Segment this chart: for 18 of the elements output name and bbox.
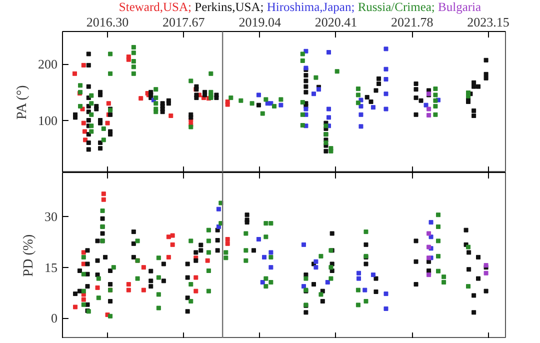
x-tick-label: 2023.15 [467,14,510,30]
text: Perkins,USA; [194,0,264,14]
y-tick-label: 15 [44,260,58,275]
y-axis-title: PA (°) [15,84,30,120]
y-axis-title: PD (%) [22,234,36,277]
text: Russia/Crimea; [358,0,435,14]
x-tick-label: 2019.04 [238,14,282,30]
x-tick-label: 2021.78 [390,14,434,30]
y-tick-label: 200 [38,56,58,72]
x-tick-label: 2020.41 [314,14,358,30]
text: Hiroshima,Japan; [266,0,355,14]
y-tick-label: 30 [44,209,58,224]
y-tick-label: 0 [51,310,58,326]
x-tick-label: 2017.67 [162,14,206,30]
text: Bulgaria [438,0,482,14]
x-tick-label: 2016.30 [86,14,129,30]
y-tick-label: 100 [38,112,58,128]
text: Steward,USA; [118,0,192,14]
